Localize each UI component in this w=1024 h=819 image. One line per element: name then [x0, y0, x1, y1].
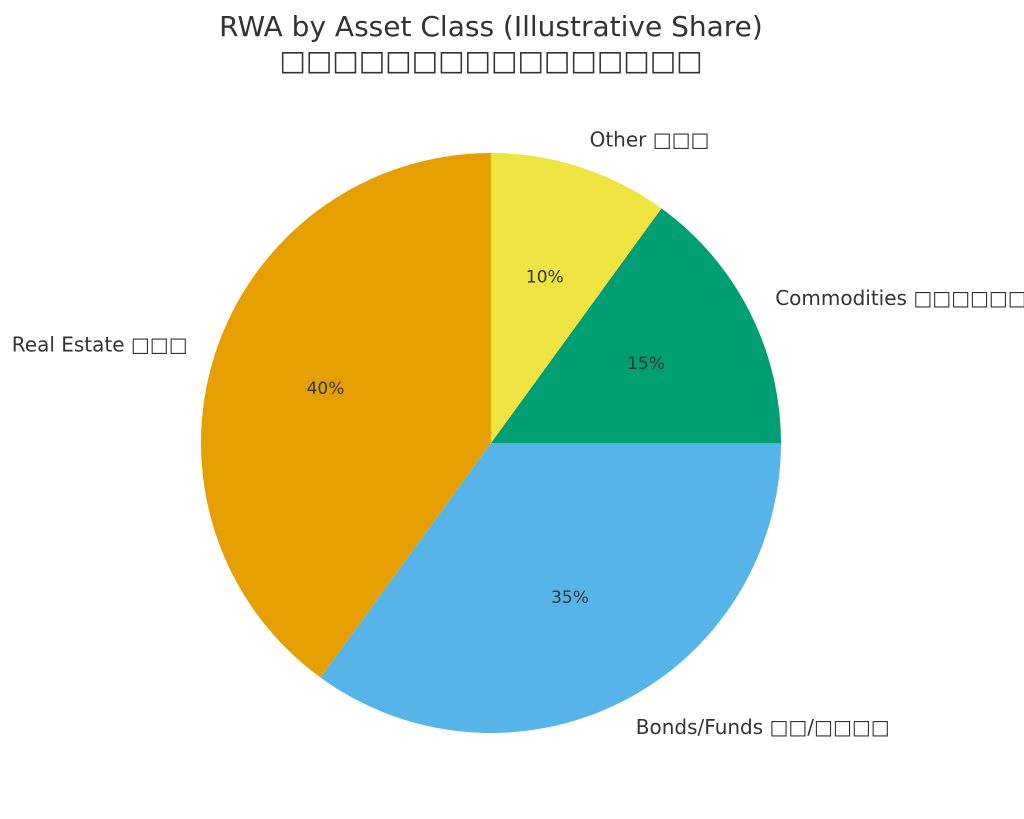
pie-slice-real-estate — [201, 153, 491, 678]
category-label-commodities: Commodities □□□□□□ — [775, 286, 1024, 310]
category-label-real-estate: Real Estate □□□ — [12, 332, 188, 356]
percent-label-real-estate: 40% — [307, 379, 345, 399]
pie-slice-bonds-funds — [320, 443, 781, 733]
chart-title: RWA by Asset Class (Illustrative Share) — [219, 10, 763, 43]
percent-label-other: 10% — [526, 268, 564, 288]
percent-label-commodities: 15% — [627, 354, 665, 374]
category-label-bonds-funds: Bonds/Funds □□/□□□□ — [636, 715, 890, 739]
chart-subtitle: □□□□□□□□□□□□□□□□ — [279, 44, 702, 77]
category-labels: Real Estate □□□ Bonds/Funds □□/□□□□ Commod… — [12, 128, 1024, 740]
pie-slice-other — [491, 153, 662, 443]
pie-slice-commodities — [491, 208, 781, 443]
percent-labels: 40% 35% 15% 10% — [307, 268, 665, 609]
category-label-other: Other □□□ — [590, 128, 710, 152]
percent-label-bonds-funds: 35% — [551, 588, 589, 608]
pie-slices — [201, 153, 781, 733]
